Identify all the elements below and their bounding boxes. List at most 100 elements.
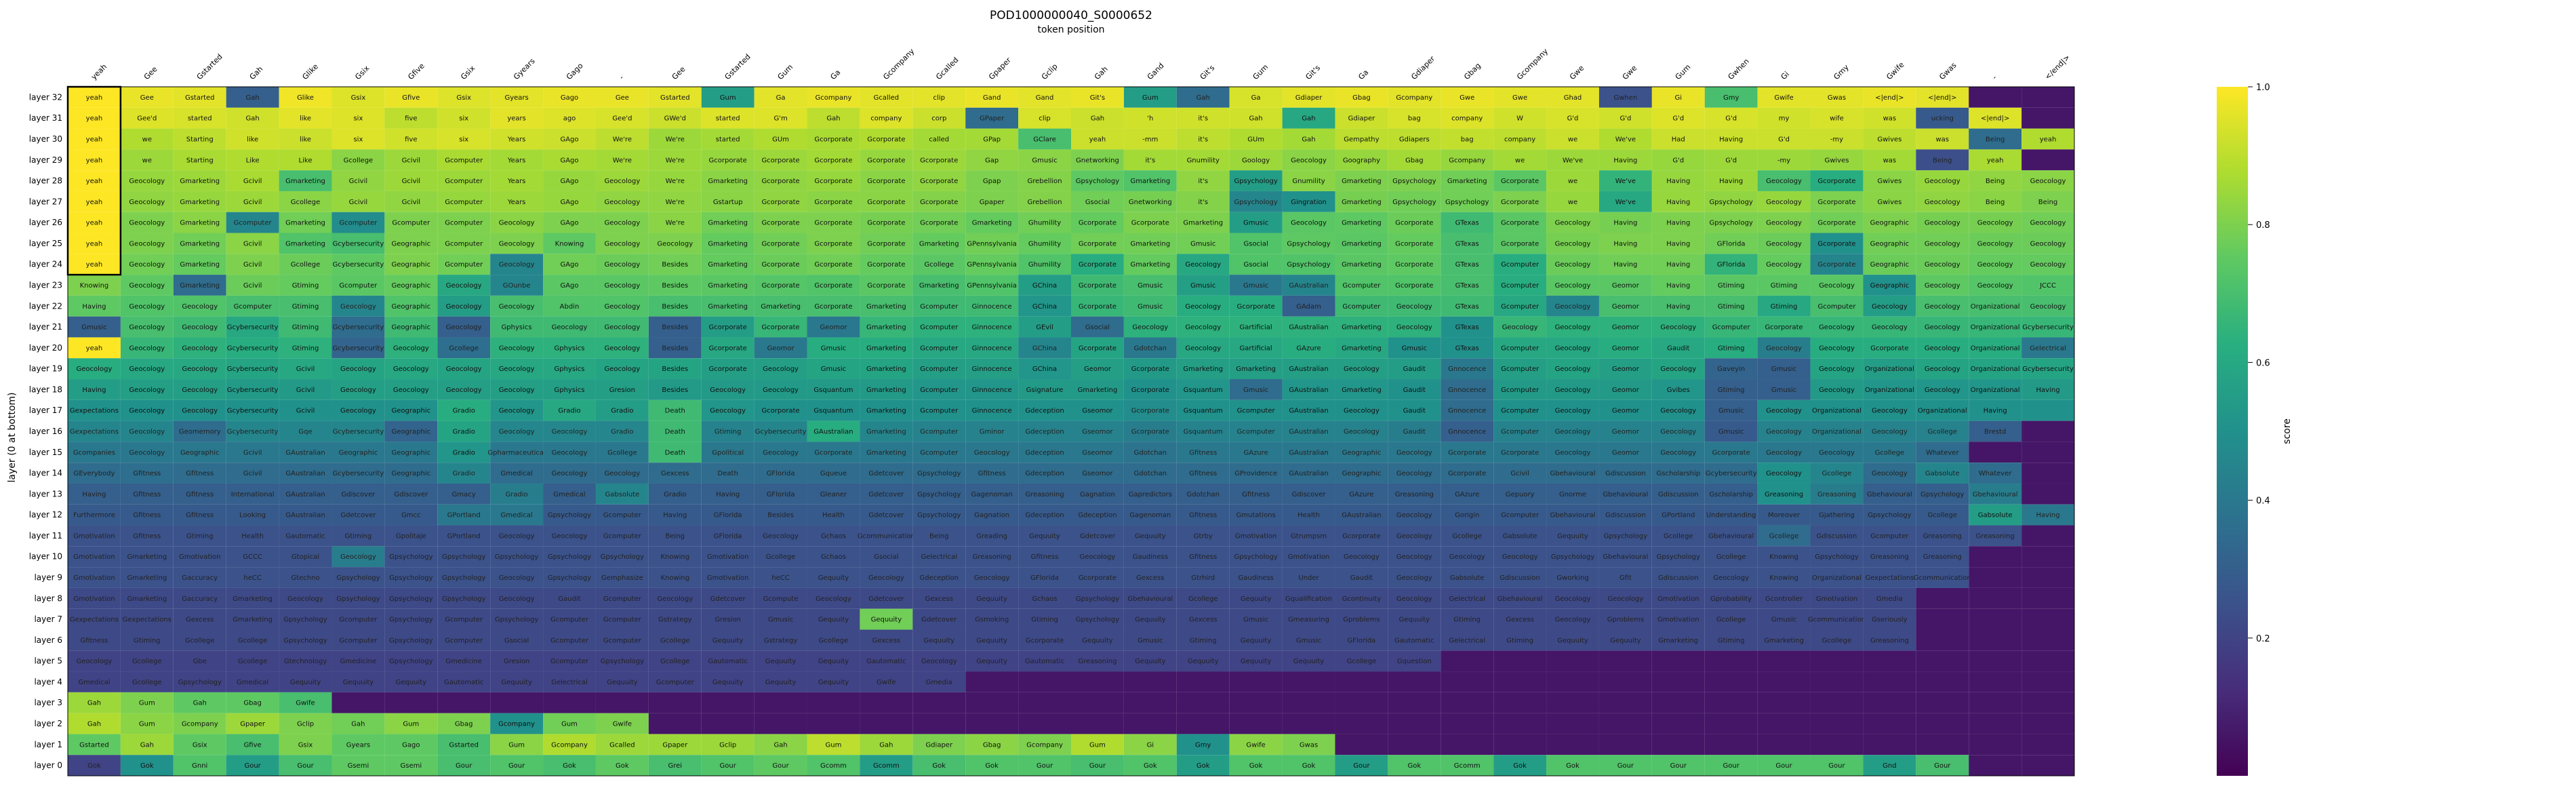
heatmap-cell [1598, 567, 1652, 588]
cell-label: Gtiming [134, 637, 161, 644]
heatmap-cell [279, 567, 332, 588]
heatmap-cell [226, 608, 279, 630]
cell-label: Gcollege [660, 637, 690, 644]
heatmap-cell [1123, 525, 1177, 547]
cell-label: Geocology [1396, 532, 1432, 540]
heatmap-cell [595, 650, 649, 672]
cell-label: Geocology [182, 303, 218, 311]
cell-label: Gexcess [1506, 616, 1534, 624]
cell-label: Gcorporate [1026, 637, 1064, 644]
heatmap-cell [1863, 567, 1916, 588]
cell-label: Gwives [1877, 199, 1901, 206]
heatmap-cell [1704, 692, 1758, 713]
heatmap-cell [1493, 254, 1547, 275]
heatmap-cell [279, 608, 332, 630]
heatmap-cell [1335, 379, 1388, 400]
x-tick-label: Gcalled [934, 56, 960, 81]
heatmap-cell [1863, 441, 1916, 463]
heatmap-cell [701, 149, 754, 171]
cell-label: Gcomputer [445, 240, 483, 248]
cell-label: started [188, 115, 212, 123]
heatmap-cell [120, 692, 174, 713]
cell-label: Gah [246, 94, 260, 102]
heatmap-cell [1282, 358, 1335, 380]
cell-label: Gcollege [1452, 532, 1482, 540]
heatmap-cell [754, 379, 807, 400]
heatmap-cell [1810, 734, 1864, 755]
heatmap-cell [1282, 399, 1335, 421]
y-tick-label: layer 16 [29, 427, 62, 436]
heatmap-cell [965, 441, 1019, 463]
heatmap-cell [1598, 650, 1652, 672]
heatmap-cell [701, 567, 754, 588]
cell-label: Gyears [346, 741, 370, 749]
cell-label: GAgo [560, 220, 578, 227]
heatmap-cell [1282, 275, 1335, 296]
cell-label: Gpsychology [1392, 178, 1436, 185]
cell-label: Gwas [1300, 741, 1318, 749]
cell-label: Gmusic [821, 345, 846, 352]
cell-label: Gnnocence [1448, 429, 1486, 436]
heatmap-cell [1704, 650, 1758, 672]
cell-label: Gmusic [1771, 616, 1796, 624]
cell-label: Gequuity [976, 637, 1007, 644]
heatmap-cell [1704, 295, 1758, 317]
heatmap-cell [279, 358, 332, 380]
cell-label: Gcorporate [814, 303, 852, 311]
heatmap-cell [595, 525, 649, 547]
heatmap-cell [912, 441, 966, 463]
cell-label: Gautomatic [1025, 658, 1064, 665]
cell-label: Gleaner [820, 491, 847, 498]
heatmap-cell [1704, 608, 1758, 630]
heatmap-cell [437, 254, 491, 275]
heatmap-cell [1916, 379, 1969, 400]
heatmap-cell [68, 107, 121, 129]
heatmap-cell [173, 316, 226, 338]
cell-label: Geographic [392, 449, 431, 456]
cell-label: Gmusic [1771, 387, 1796, 394]
heatmap-cell [384, 608, 438, 630]
heatmap-cell [68, 358, 121, 380]
cell-label: Gmusic [1243, 220, 1268, 227]
heatmap-cell [384, 337, 438, 359]
cell-label: Gtiming [186, 532, 214, 540]
y-tick-label: layer 0 [34, 761, 62, 770]
cell-label: Gsocial [1085, 199, 1110, 206]
cell-label: Gmotivation [179, 553, 221, 561]
cell-label: Ginnocence [972, 366, 1012, 373]
heatmap-cell [279, 87, 332, 108]
heatmap-cell [860, 107, 913, 129]
cell-label: Geographic [1870, 261, 1910, 269]
heatmap-cell [595, 504, 649, 526]
heatmap-cell [120, 149, 174, 171]
heatmap-cell [1598, 107, 1652, 129]
heatmap-cell [1176, 755, 1230, 776]
cell-label: Gnd [1883, 762, 1896, 770]
heatmap-cell [1176, 420, 1230, 442]
cell-label: Gproblems [1607, 616, 1644, 624]
y-tick-label: layer 28 [29, 176, 62, 186]
cell-label: Geocology [1607, 595, 1643, 603]
cell-label: Gjathering [1819, 512, 1855, 519]
heatmap-cell [1229, 358, 1283, 380]
heatmap-cell [912, 275, 966, 296]
heatmap-cell [173, 525, 226, 547]
heatmap-cell [1335, 567, 1388, 588]
cell-label: Gcorporate [1395, 240, 1433, 248]
heatmap-cell [120, 275, 174, 296]
cell-label: Geomor [767, 345, 795, 352]
heatmap-cell [1441, 629, 1494, 651]
cell-label: Organizational [1812, 574, 1861, 582]
heatmap-cell [68, 316, 121, 338]
heatmap-cell [1071, 191, 1124, 212]
heatmap-cell [2021, 483, 2074, 505]
cell-label: Gcybersecurity [755, 429, 807, 436]
cell-label: Greasoning [1870, 637, 1909, 644]
cell-label: GEverybody [73, 470, 115, 477]
cell-label: Gtiming [292, 345, 319, 352]
heatmap-cell [1123, 546, 1177, 568]
heatmap-cell [1018, 692, 1071, 713]
heatmap-cell [279, 755, 332, 776]
cell-label: Gcomputer [920, 408, 959, 415]
heatmap-cell [1335, 337, 1388, 359]
